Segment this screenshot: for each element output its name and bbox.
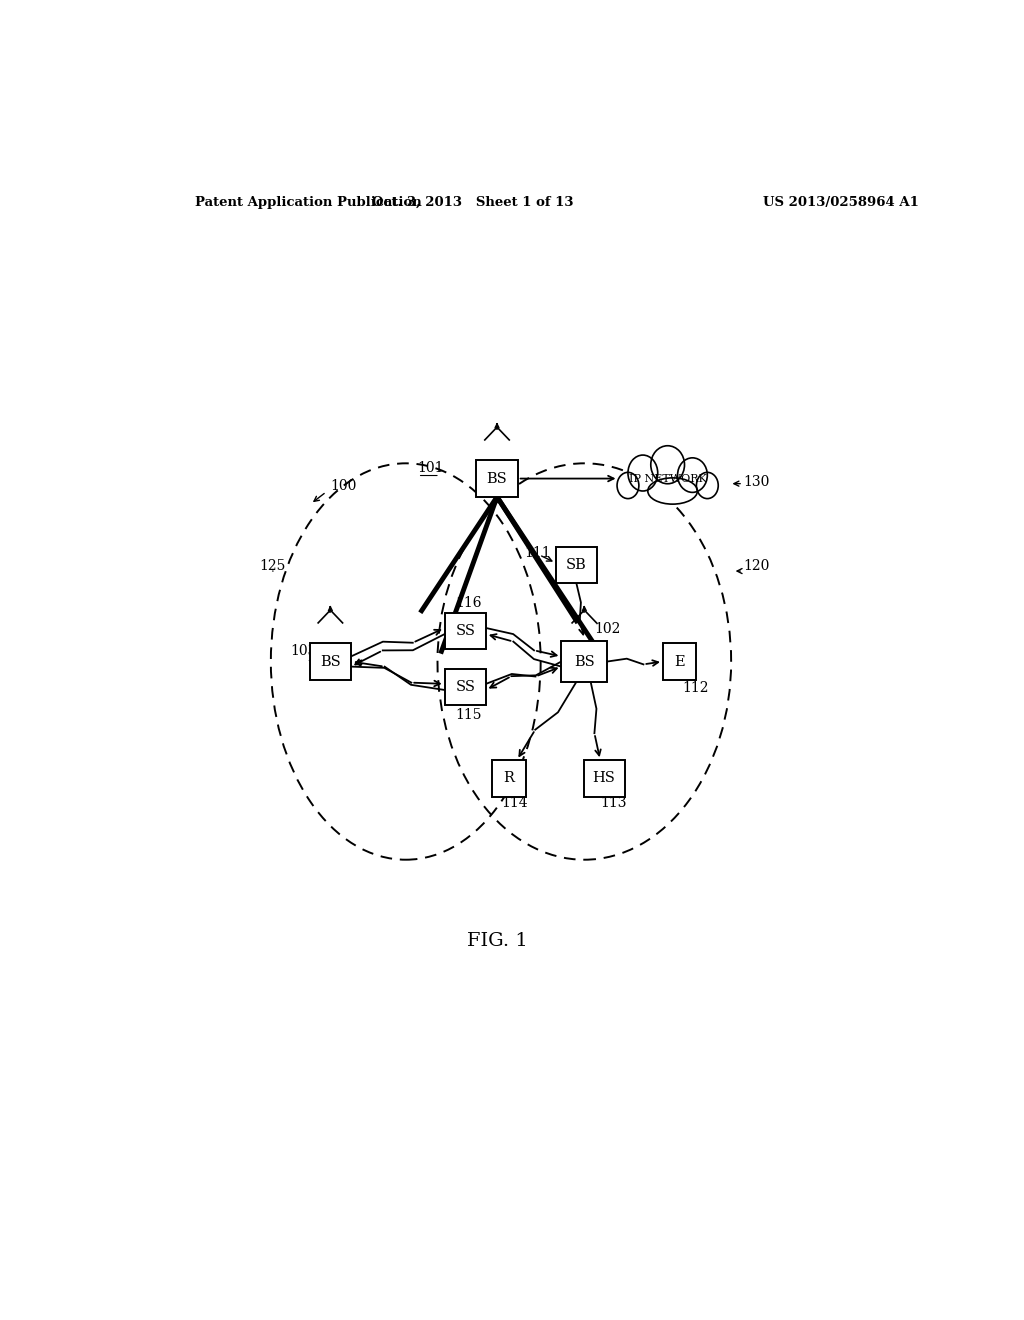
Text: 103: 103: [291, 644, 317, 659]
Text: 115: 115: [456, 709, 482, 722]
Text: SS: SS: [456, 624, 475, 638]
FancyBboxPatch shape: [493, 760, 525, 797]
Text: 102: 102: [595, 622, 621, 636]
Text: R: R: [504, 771, 514, 785]
Text: HS: HS: [593, 771, 615, 785]
FancyBboxPatch shape: [561, 642, 607, 682]
Text: 112: 112: [682, 681, 709, 696]
FancyBboxPatch shape: [663, 643, 696, 680]
Text: Oct. 3, 2013   Sheet 1 of 13: Oct. 3, 2013 Sheet 1 of 13: [373, 195, 574, 209]
Text: FIG. 1: FIG. 1: [467, 932, 527, 950]
Ellipse shape: [648, 478, 697, 504]
FancyBboxPatch shape: [444, 669, 486, 705]
Text: SS: SS: [456, 680, 475, 694]
Text: BS: BS: [319, 655, 341, 668]
Text: 125: 125: [259, 560, 286, 573]
Ellipse shape: [617, 473, 639, 499]
Ellipse shape: [678, 458, 708, 492]
Text: 111: 111: [524, 546, 552, 560]
Text: IP NETWORK: IP NETWORK: [629, 474, 707, 483]
Ellipse shape: [628, 455, 657, 491]
Ellipse shape: [696, 473, 718, 499]
FancyBboxPatch shape: [476, 461, 518, 496]
Text: 114: 114: [501, 796, 527, 810]
FancyBboxPatch shape: [309, 643, 351, 680]
Text: 100: 100: [331, 479, 356, 492]
Text: 116: 116: [456, 595, 482, 610]
Ellipse shape: [651, 446, 684, 483]
FancyBboxPatch shape: [584, 760, 625, 797]
Text: BS: BS: [573, 655, 595, 668]
Text: 120: 120: [743, 560, 769, 573]
Text: US 2013/0258964 A1: US 2013/0258964 A1: [763, 195, 919, 209]
FancyBboxPatch shape: [444, 612, 486, 649]
Text: 130: 130: [743, 475, 769, 488]
Text: 113: 113: [600, 796, 627, 810]
Text: BS: BS: [486, 471, 508, 486]
Text: 101: 101: [418, 462, 444, 475]
Text: SB: SB: [566, 558, 587, 572]
FancyBboxPatch shape: [556, 546, 597, 583]
Text: Patent Application Publication: Patent Application Publication: [196, 195, 422, 209]
Text: E: E: [674, 655, 685, 668]
